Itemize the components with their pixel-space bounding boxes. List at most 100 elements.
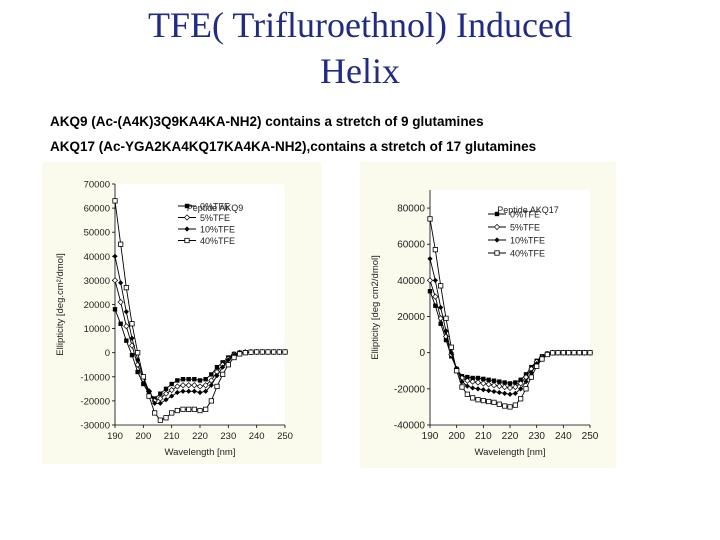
data-point bbox=[157, 417, 163, 423]
data-point bbox=[185, 382, 192, 389]
data-point bbox=[191, 388, 197, 394]
y-tick-label: 60000 bbox=[397, 240, 425, 251]
x-tick-label: 220 bbox=[192, 431, 208, 442]
data-point bbox=[163, 415, 169, 421]
data-point bbox=[544, 351, 550, 358]
peptide-akq9-description: AKQ9 (Ac-(A4K)3Q9KA4KA-NH2) contains a s… bbox=[50, 114, 484, 129]
data-point bbox=[550, 350, 556, 356]
data-point bbox=[502, 403, 508, 409]
data-point bbox=[152, 400, 158, 406]
legend-title: Peptide AKQ9 bbox=[187, 203, 244, 213]
y-tick-label: 30000 bbox=[84, 276, 110, 287]
y-tick-label: -10000 bbox=[80, 372, 110, 383]
data-point bbox=[242, 350, 248, 356]
data-point bbox=[486, 398, 492, 405]
y-tick-label: 40000 bbox=[84, 252, 110, 263]
data-point bbox=[555, 350, 561, 356]
data-point bbox=[191, 382, 198, 389]
data-point bbox=[214, 364, 220, 370]
x-tick-label: 240 bbox=[249, 431, 265, 442]
data-point bbox=[140, 374, 146, 380]
data-point bbox=[186, 406, 192, 412]
x-axis-label: Wavelength [nm] bbox=[165, 447, 236, 458]
data-point bbox=[123, 285, 129, 291]
data-point bbox=[480, 380, 487, 387]
legend-label: 10%TFE bbox=[200, 225, 235, 235]
data-point bbox=[480, 397, 486, 404]
x-tick-label: 210 bbox=[475, 431, 492, 442]
legend-label: 0%TFE bbox=[510, 210, 540, 220]
x-tick-label: 210 bbox=[164, 431, 180, 442]
data-point bbox=[512, 402, 518, 408]
data-point bbox=[475, 375, 481, 381]
data-point bbox=[496, 383, 503, 390]
data-point bbox=[464, 391, 470, 397]
data-point bbox=[186, 388, 192, 394]
data-point bbox=[276, 349, 282, 355]
y-tick-label: -20000 bbox=[394, 384, 426, 395]
data-point bbox=[112, 307, 118, 312]
x-tick-label: 250 bbox=[277, 431, 293, 442]
data-point bbox=[475, 386, 481, 392]
data-point bbox=[587, 350, 593, 356]
data-point bbox=[491, 378, 497, 383]
data-point bbox=[214, 383, 220, 390]
data-point bbox=[474, 379, 482, 386]
data-point bbox=[427, 216, 433, 222]
data-point bbox=[169, 410, 175, 416]
data-point bbox=[135, 369, 140, 375]
data-point bbox=[196, 383, 204, 390]
data-point bbox=[209, 372, 214, 377]
data-point bbox=[480, 387, 486, 393]
data-point bbox=[208, 382, 214, 388]
data-point bbox=[501, 383, 508, 391]
chart-panel-akq9: -30000 -20000 -10000 0 10000 20000 30000 40000 5… bbox=[42, 162, 322, 464]
legend-swatch-marker bbox=[184, 203, 190, 209]
data-point bbox=[443, 315, 449, 321]
data-point bbox=[576, 350, 582, 356]
legend-label: 0%TFE bbox=[200, 202, 230, 212]
data-point bbox=[271, 349, 277, 355]
data-point bbox=[265, 349, 271, 355]
data-point bbox=[152, 410, 158, 416]
y-tick-label: 0 bbox=[419, 348, 425, 359]
data-point bbox=[496, 401, 502, 407]
data-point bbox=[513, 380, 518, 385]
data-point bbox=[438, 304, 444, 311]
data-point bbox=[225, 357, 231, 363]
data-point bbox=[432, 247, 438, 253]
y-tick-label: -20000 bbox=[80, 396, 110, 407]
x-axis-label: Wavelength [nm] bbox=[475, 447, 546, 458]
legend-label: 5%TFE bbox=[200, 213, 230, 223]
peptide-akq17-description: AKQ17 (Ac-YGA2KA4KQ17KA4KA-NH2),contains… bbox=[50, 139, 537, 154]
data-point bbox=[208, 398, 214, 404]
cd-spectrum-chart-akq9: -30000 -20000 -10000 0 10000 20000 30000 40000 5… bbox=[55, 180, 293, 459]
series-markers-40pct-tfe bbox=[427, 216, 593, 410]
data-point bbox=[539, 356, 545, 362]
data-point bbox=[180, 388, 186, 394]
data-point bbox=[180, 406, 186, 412]
data-point bbox=[459, 379, 465, 385]
data-point bbox=[427, 289, 433, 294]
data-point bbox=[157, 400, 163, 406]
data-point bbox=[118, 241, 124, 247]
x-tick-label: 240 bbox=[555, 431, 572, 442]
data-point bbox=[225, 362, 231, 368]
data-point bbox=[163, 386, 169, 392]
data-point bbox=[491, 399, 497, 406]
data-point bbox=[146, 388, 152, 394]
chart-panel-akq17: -40000 -20000 0 20000 40000 60000 80000 190 200 2… bbox=[360, 162, 616, 468]
y-tick-label: 80000 bbox=[397, 204, 425, 215]
data-point bbox=[203, 406, 209, 412]
data-point bbox=[129, 335, 135, 341]
data-point bbox=[566, 350, 572, 356]
y-axis-label: Ellipticity [deg cm2/dmol] bbox=[370, 255, 381, 360]
y-tick-label: 20000 bbox=[84, 300, 110, 311]
slide-title: TFE( Trifluroethnol) Induced Helix bbox=[60, 2, 660, 94]
data-point bbox=[118, 321, 123, 326]
data-point bbox=[582, 350, 588, 356]
legend-swatch-marker bbox=[494, 211, 500, 217]
data-point bbox=[506, 384, 514, 392]
legend-swatch-marker bbox=[184, 226, 190, 232]
